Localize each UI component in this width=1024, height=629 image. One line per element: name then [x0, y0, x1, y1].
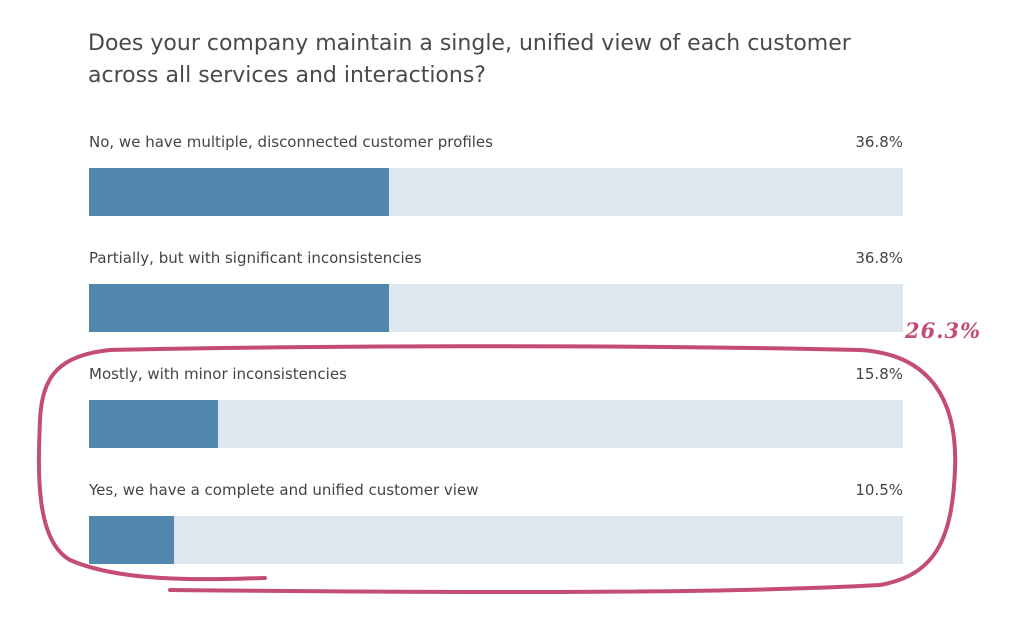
bar-label: Partially, but with significant inconsis…: [89, 249, 422, 267]
bar-track: [89, 400, 903, 448]
highlight-loop-stroke: [36, 344, 958, 595]
bar: [89, 400, 218, 448]
bar-label: Mostly, with minor inconsistencies: [89, 365, 347, 383]
bar-value-label: 10.5%: [855, 481, 903, 499]
bar-track: [89, 168, 903, 216]
annotation-total: 26.3%: [905, 318, 982, 343]
bar: [89, 168, 389, 216]
chart-title: Does your company maintain a single, uni…: [88, 31, 851, 88]
bar: [89, 516, 175, 564]
bar-label: No, we have multiple, disconnected custo…: [89, 133, 493, 151]
bar-label: Yes, we have a complete and unified cust…: [89, 481, 479, 499]
bar: [89, 284, 389, 332]
bar-value-label: 36.8%: [855, 133, 903, 151]
bar-value-label: 15.8%: [855, 365, 903, 383]
bar-track: [89, 284, 903, 332]
bar-value-label: 36.8%: [855, 249, 903, 267]
bar-track: [89, 516, 903, 564]
